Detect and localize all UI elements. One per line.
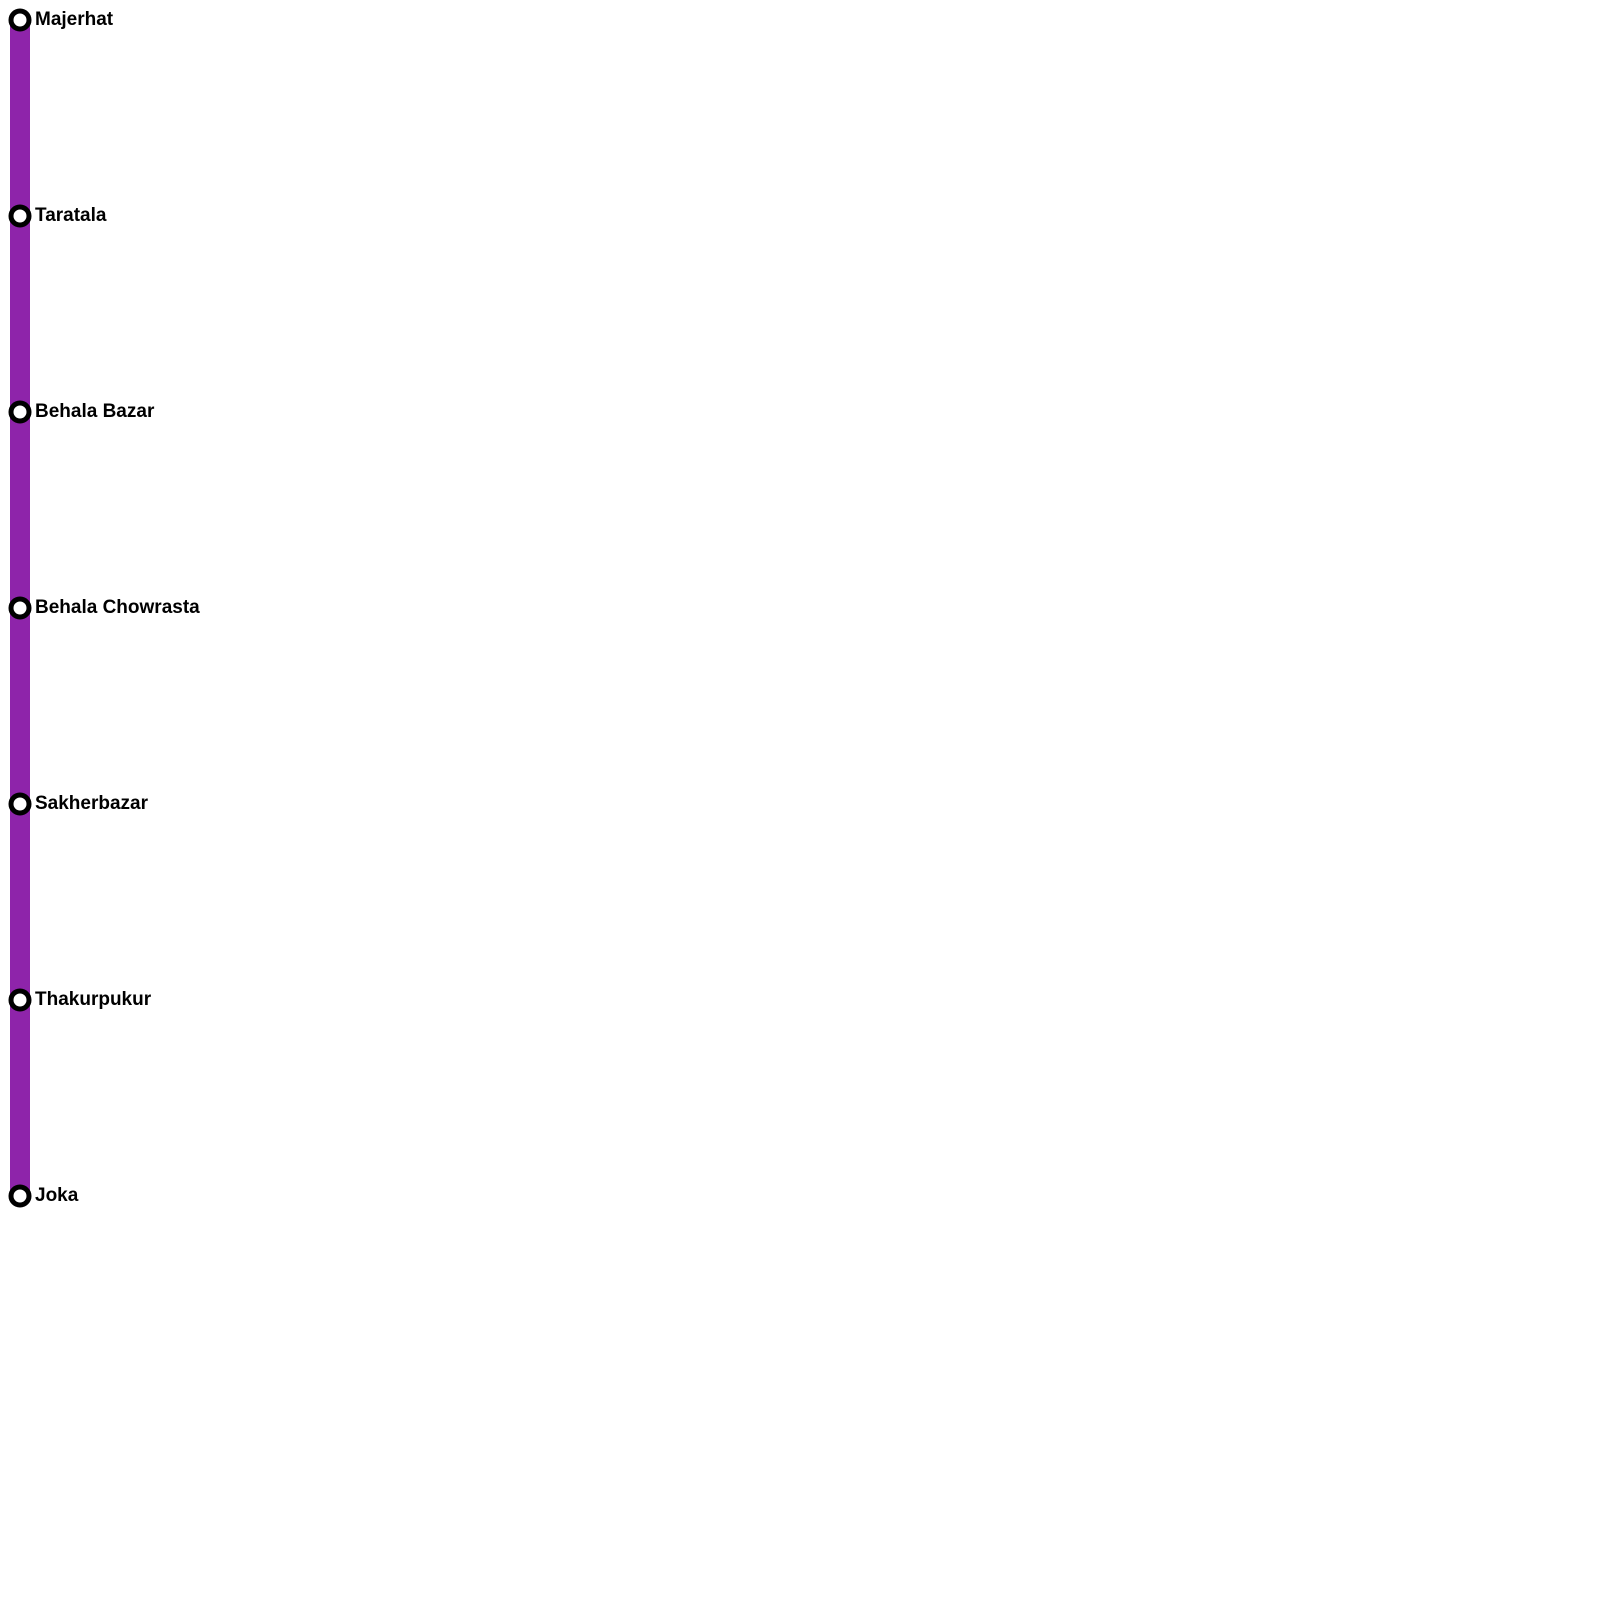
station-label: Joka <box>35 1185 79 1206</box>
station[interactable]: Thakurpukur <box>8 988 152 1012</box>
station-marker-icon <box>8 792 32 816</box>
station[interactable]: Behala Chowrasta <box>8 596 200 620</box>
station-label: Sakherbazar <box>35 793 149 814</box>
station[interactable]: Majerhat <box>8 8 114 32</box>
station[interactable]: Behala Bazar <box>8 400 155 424</box>
station-label: Behala Chowrasta <box>35 597 200 618</box>
station-marker-icon <box>8 596 32 620</box>
station[interactable]: Sakherbazar <box>8 792 149 816</box>
station-marker-icon <box>8 1184 32 1208</box>
station-label: Behala Bazar <box>35 401 155 422</box>
station[interactable]: Taratala <box>8 204 107 228</box>
station-marker-icon <box>8 988 32 1012</box>
station-label: Majerhat <box>35 9 114 30</box>
station-marker-icon <box>8 400 32 424</box>
station-marker-icon <box>8 204 32 228</box>
station-label: Thakurpukur <box>35 989 152 1010</box>
station-label: Taratala <box>35 205 107 226</box>
station[interactable]: Joka <box>8 1184 79 1208</box>
station-marker-icon <box>8 8 32 32</box>
